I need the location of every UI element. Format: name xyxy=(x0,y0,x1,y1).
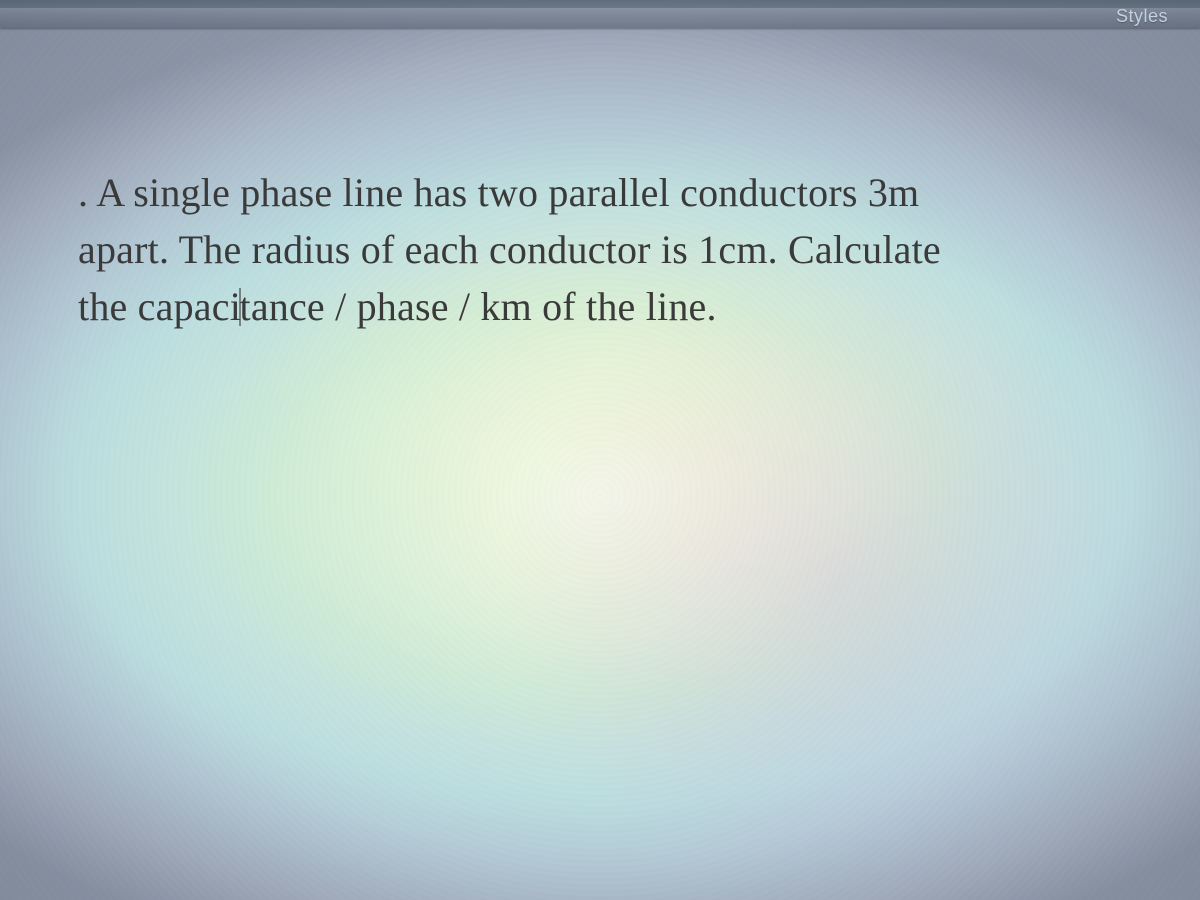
document-body[interactable]: . A single phase line has two parallel c… xyxy=(78,165,1140,335)
glare-overlay xyxy=(0,0,1200,900)
ribbon-toolbar: Styles xyxy=(0,0,1200,28)
screen: Styles . A single phase line has two par… xyxy=(0,0,1200,900)
problem-paragraph[interactable]: . A single phase line has two parallel c… xyxy=(78,165,1140,335)
moire-pattern xyxy=(0,0,1200,900)
text-line-2: apart. The radius of each conductor is 1… xyxy=(78,227,941,272)
text-line-1: A single phase line has two parallel con… xyxy=(96,170,919,215)
styles-group-label[interactable]: Styles xyxy=(1116,6,1168,27)
toolbar-top-strip xyxy=(0,0,1200,8)
text-line-3a: the capac xyxy=(78,284,230,329)
text-line-3b: tance / phase / km of the line. xyxy=(240,284,717,329)
text-cursor xyxy=(239,288,241,326)
bullet: . xyxy=(78,170,96,215)
vignette xyxy=(0,0,1200,900)
